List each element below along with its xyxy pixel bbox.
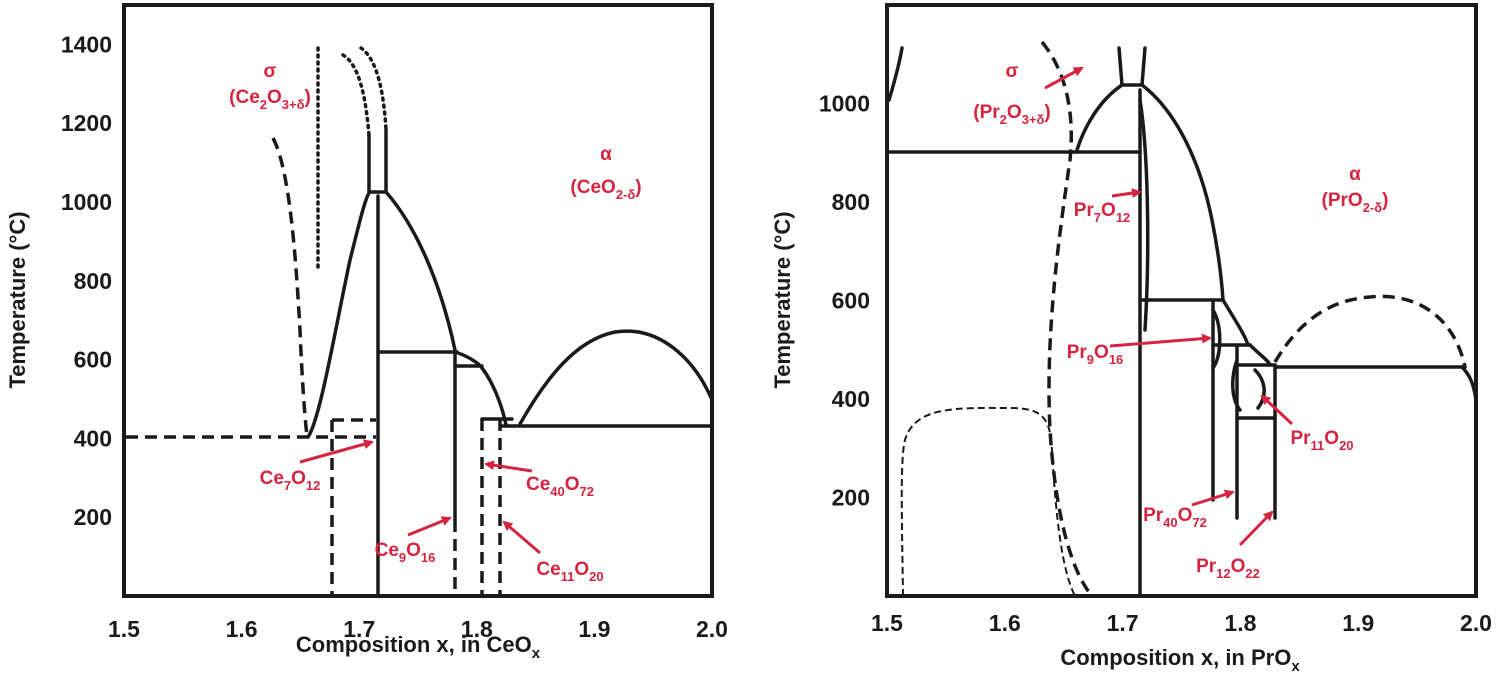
prox-y-tick-labels: 200 400 600 800 1000 [819, 91, 870, 511]
prox-label-pr11o20: Pr11O20 [1290, 428, 1353, 453]
prox-y-tick-label: 1000 [819, 91, 870, 117]
prox-x-tick-label: 2.0 [1460, 610, 1492, 636]
prox-x-tick-label: 1.8 [1224, 610, 1256, 636]
ceox-y-axis-label: Temperature (°C) [5, 211, 30, 388]
ceox-x-tick-label: 1.8 [461, 616, 493, 642]
ceox-sigma-boundary [271, 137, 309, 437]
prox-vert-right [1140, 46, 1147, 87]
ceox-alpha-boundary [384, 190, 457, 352]
ceox-y-tick-label: 1000 [61, 189, 112, 215]
ceox-miscibility-dome [518, 329, 714, 426]
ceox-label-ce9o16: Ce9O16 [375, 540, 436, 565]
ceox-x-tick-label: 1.9 [578, 616, 610, 642]
ceox-label-ce7o12: Ce7O12 [260, 468, 321, 493]
prox-label-pr12o22: Pr12O22 [1196, 556, 1260, 581]
prox-arrow-pr7o12 [1111, 188, 1142, 199]
ceox-label-ce11o20: Ce11O20 [536, 559, 603, 584]
ceox-panel: 1.5 1.6 1.7 1.8 1.9 2.0 200 400 600 800 1000 1200 1… [5, 3, 728, 662]
ceox-x-tick-labels: 1.5 1.6 1.7 1.8 1.9 2.0 [108, 616, 728, 642]
ceox-585-curve [480, 366, 508, 427]
ceox-plot-frame [122, 3, 714, 598]
prox-plot-frame [885, 3, 1478, 598]
prox-alpha-boundary [1140, 83, 1225, 302]
prox-low-temp-dome [900, 406, 1076, 597]
ceox-sigma-formula: (Ce2O3+δ) [229, 87, 311, 112]
prox-y-tick-label: 400 [832, 386, 870, 412]
prox-vert-left [1117, 46, 1124, 87]
ceox-dotted-curve-2 [359, 46, 388, 132]
prox-y-tick-label: 200 [832, 485, 870, 511]
prox-x-tick-label: 1.6 [989, 610, 1021, 636]
prox-510-curve [1248, 343, 1272, 367]
ceox-phase-boundaries [126, 46, 714, 598]
ceox-y-tick-labels: 200 400 600 800 1000 1200 1400 [61, 31, 112, 530]
prox-arrow-pr11o20 [1260, 394, 1294, 426]
prox-label-pr40o72: Pr40O72 [1143, 505, 1207, 530]
ceox-sigma-symbol: σ [264, 61, 277, 82]
prox-alpha-formula: (PrO2-δ) [1322, 190, 1389, 215]
prox-label-pr9o16: Pr9O16 [1067, 342, 1124, 367]
prox-left-edge-curve [887, 46, 904, 102]
ceox-arrow-ce11o20 [502, 520, 541, 555]
ceox-y-tick-label: 200 [74, 504, 112, 530]
prox-x-tick-label: 1.7 [1107, 610, 1139, 636]
prox-iota-left [1075, 83, 1124, 152]
ceox-y-tick-label: 600 [74, 347, 112, 373]
prox-miscibility-dome [1273, 294, 1467, 368]
ceox-x-tick-label: 2.0 [696, 616, 728, 642]
prox-arrow-sigma [1044, 66, 1084, 90]
ceox-y-tick-label: 400 [74, 425, 112, 451]
prox-pr11o20-loop [1253, 368, 1266, 410]
prox-x-tick-labels: 1.5 1.6 1.7 1.8 1.9 2.0 [871, 610, 1492, 636]
prox-arrow-pr40o72 [1191, 489, 1235, 507]
prox-sigma-symbol: σ [1006, 61, 1019, 82]
ceox-arrow-ce9o16 [407, 516, 452, 537]
ceox-y-tick-label: 800 [74, 268, 112, 294]
ceox-iota-left [306, 190, 372, 439]
ceox-label-ce40o72: Ce40O72 [526, 474, 594, 499]
ceox-dotted-curve-1 [341, 53, 371, 137]
prox-phase-boundaries [887, 40, 1478, 598]
ceox-x-tick-label: 1.6 [226, 616, 258, 642]
ceox-y-tick-label: 1400 [61, 31, 112, 57]
prox-arrow-pr9o16 [1109, 333, 1212, 348]
prox-panel: 1.5 1.6 1.7 1.8 1.9 2.0 200 400 600 800 1000 Comp… [770, 3, 1492, 675]
prox-right-edge-curve [1460, 365, 1478, 402]
ceox-alpha-symbol: α [600, 144, 612, 165]
prox-y-tick-label: 600 [832, 288, 870, 314]
ceox-x-axis-label: Composition x, in CeOx [296, 632, 541, 662]
prox-pr9o16-loop [1211, 308, 1222, 370]
ceox-x-tick-label: 1.7 [343, 616, 375, 642]
ceox-arrow-ce40o72 [484, 460, 533, 473]
prox-x-tick-label: 1.5 [871, 610, 903, 636]
prox-sigma-boundary [1040, 40, 1094, 598]
prox-alpha-symbol: α [1349, 164, 1361, 185]
ceox-x-tick-label: 1.5 [108, 616, 140, 642]
ceox-arrow-ce7o12 [299, 439, 374, 464]
prox-x-tick-label: 1.9 [1342, 610, 1374, 636]
prox-600-curve [1221, 298, 1250, 347]
prox-arrow-pr12o22 [1238, 510, 1274, 547]
ceox-alpha-formula: (CeO2-δ) [570, 177, 641, 202]
prox-sigma-formula: (Pr2O3+δ) [973, 102, 1050, 127]
prox-y-tick-label: 800 [832, 189, 870, 215]
prox-x-axis-label: Composition x, in PrOx [1060, 645, 1300, 675]
prox-y-axis-label: Temperature (°C) [770, 211, 795, 388]
ceox-y-tick-label: 1200 [61, 110, 112, 136]
prox-label-pr7o12: Pr7O12 [1074, 200, 1131, 225]
